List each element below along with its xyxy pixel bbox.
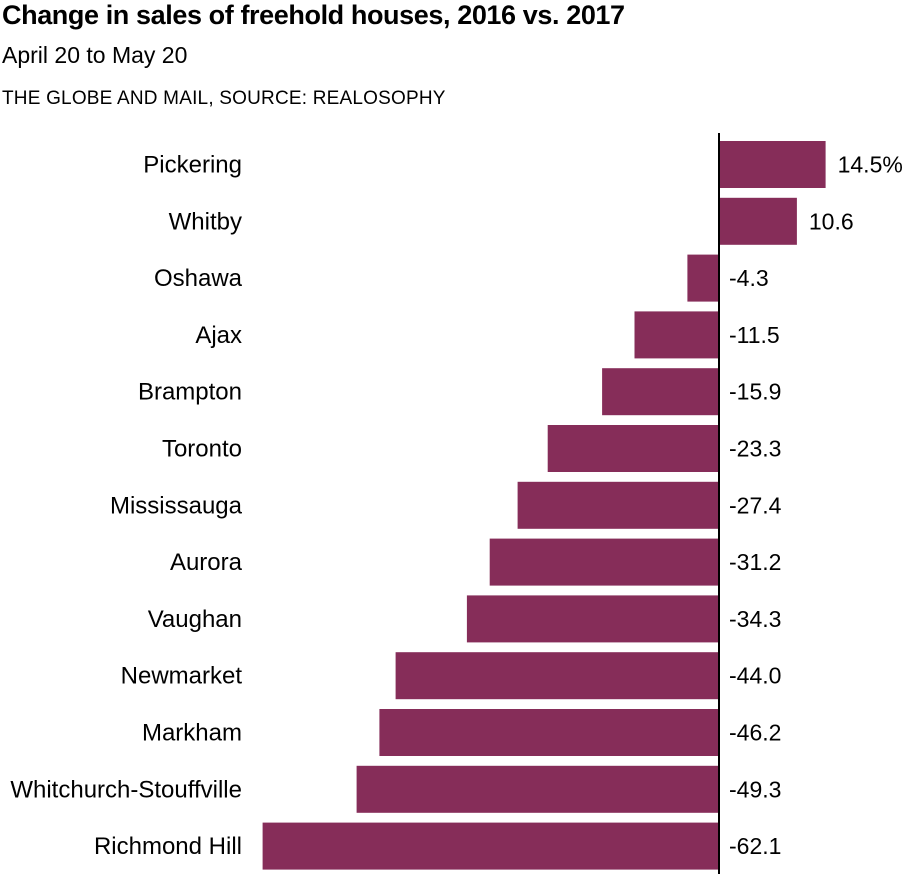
bar-vaughan (466, 595, 719, 643)
value-label: 10.6 (809, 208, 854, 234)
value-label: -44.0 (729, 663, 781, 689)
category-label: Toronto (162, 436, 242, 463)
category-label: Aurora (170, 549, 243, 576)
value-label: -15.9 (729, 379, 781, 405)
category-label: Vaughan (148, 606, 242, 633)
bar-whitby (719, 197, 797, 245)
category-label: Whitby (169, 208, 242, 235)
value-label: -11.5 (729, 322, 780, 348)
value-label: -34.3 (729, 606, 781, 632)
category-label: Newmarket (121, 663, 243, 690)
bar-pickering (719, 141, 826, 188)
category-label: Pickering (143, 152, 242, 179)
bar-ajax (634, 311, 719, 359)
category-label: Mississauga (110, 492, 243, 519)
category-label: Richmond Hill (94, 833, 242, 860)
value-label: -27.4 (729, 492, 782, 518)
bar-newmarket (395, 652, 719, 700)
bar-whitchurch-stouffville (356, 765, 719, 813)
bar-aurora (489, 538, 719, 586)
chart-source: THE GLOBE AND MAIL, SOURCE: REALOSOPHY (2, 88, 446, 109)
value-label: -4.3 (729, 265, 769, 291)
bar-oshawa (687, 254, 719, 302)
chart-title: Change in sales of freehold houses, 2016… (2, 0, 625, 30)
category-label: Whitchurch-Stouffville (10, 776, 242, 803)
value-label: -62.1 (729, 833, 781, 859)
value-label: 14.5% (838, 152, 903, 178)
category-label: Brampton (138, 379, 242, 406)
bar-brampton (602, 368, 719, 416)
chart-subtitle: April 20 to May 20 (2, 42, 188, 68)
category-label: Markham (142, 720, 242, 747)
bar-richmond-hill (262, 822, 719, 870)
bar-toronto (547, 425, 719, 472)
value-label: -31.2 (729, 549, 781, 575)
bar-markham (379, 709, 719, 756)
category-label: Oshawa (154, 265, 243, 292)
value-label: -23.3 (729, 436, 781, 462)
bar-mississauga (517, 481, 719, 529)
category-label: Ajax (195, 322, 242, 349)
value-label: -46.2 (729, 720, 781, 746)
value-label: -49.3 (729, 776, 781, 802)
